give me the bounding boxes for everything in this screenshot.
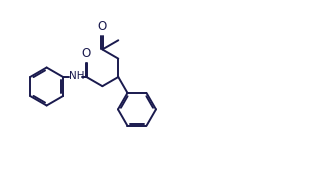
Text: O: O xyxy=(98,20,107,33)
Text: O: O xyxy=(82,47,91,60)
Text: NH: NH xyxy=(69,71,85,81)
